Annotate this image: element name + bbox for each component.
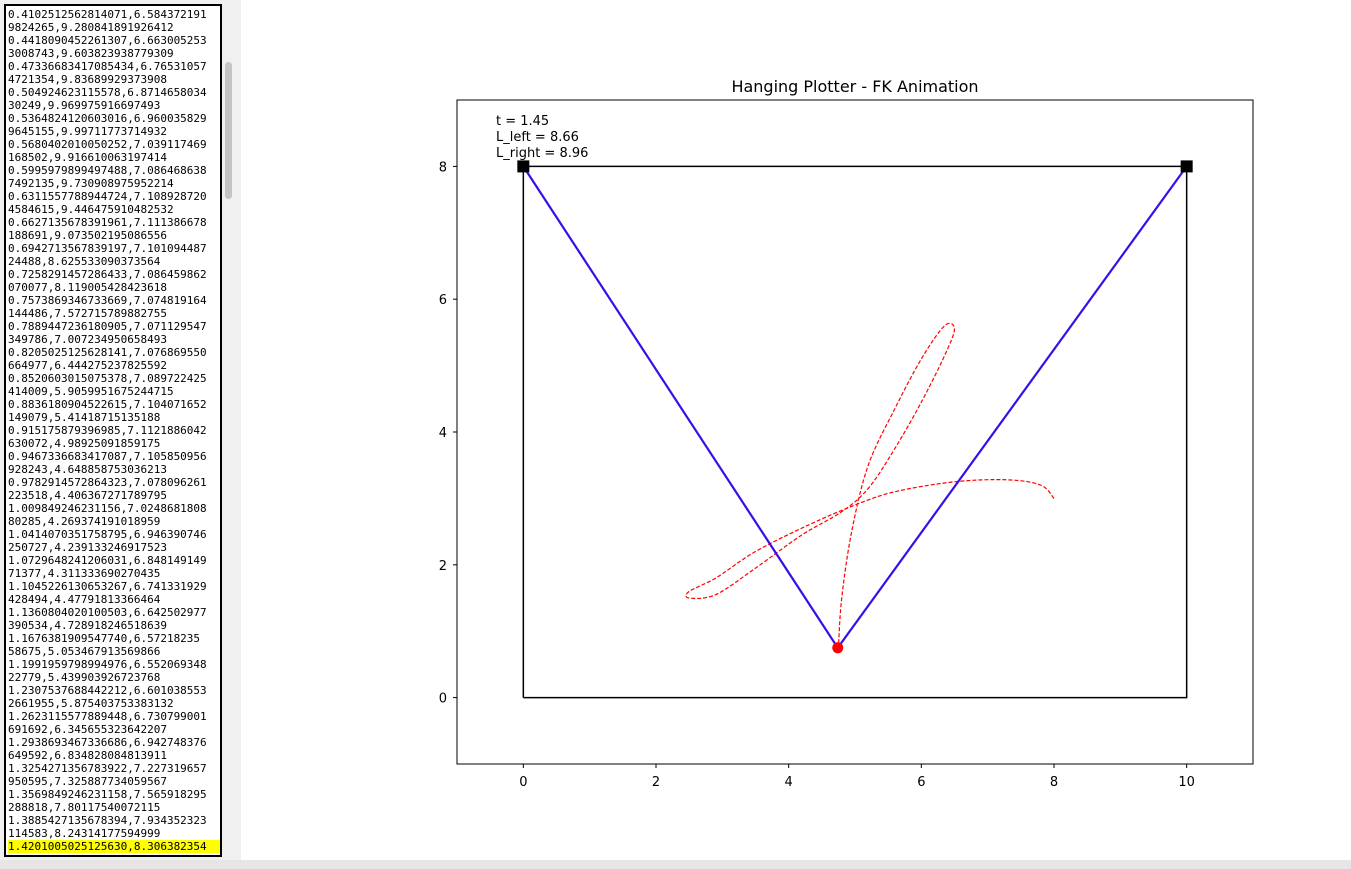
list-item[interactable]: 0.7889447236180905,7.071129547 [8,320,207,333]
x-tick-label: 6 [917,775,925,790]
list-item[interactable]: 0.915175879396985,7.1121886042 [8,424,207,437]
list-item[interactable]: 649592,6.834828084813911 [8,749,167,762]
axes-frame [456,99,1254,765]
list-item[interactable]: 0.6627135678391961,7.111386678 [8,216,207,229]
chart-title: Hanging Plotter - FK Animation [731,77,978,96]
list-item[interactable]: 414009,5.9059951675244715 [8,385,174,398]
list-item[interactable]: 1.3254271356783922,7.227319657 [8,762,207,775]
y-tick-label: 0 [439,692,447,707]
fk-animation-plot: Hanging Plotter - FK Animation 0 2 4 6 8 10 0 2 4… [439,77,1254,790]
list-item[interactable]: 0.6311557788944724,7.108928720 [8,190,207,203]
list-item[interactable]: 188691,9.073502195086556 [8,229,167,242]
list-item[interactable]: 9824265,9.280841891926412 [8,21,174,34]
list-item[interactable]: 428494,4.47791813366464 [8,593,161,606]
x-tick-label: 2 [652,775,660,790]
list-item[interactable]: 0.8836180904522615,7.104071652 [8,398,207,411]
list-item[interactable]: 4584615,9.446475910482532 [8,203,174,216]
list-item[interactable]: 168502,9.916610063197414 [8,151,167,164]
trajectory-line [685,322,1055,648]
list-item[interactable]: 630072,4.98925091859175 [8,437,161,450]
list-item[interactable]: 664977,6.444275237825592 [8,359,167,372]
y-tick-label: 8 [439,160,447,175]
x-tick-label: 8 [1050,775,1058,790]
list-item-selected[interactable]: 1.4201005025125630,8.306382354 [8,840,220,853]
list-item[interactable]: 0.5364824120603016,6.960035829 [8,112,207,125]
list-item[interactable]: 30249,9.969975916697493 [8,99,161,112]
x-tick-label: 10 [1178,775,1195,790]
list-item[interactable]: 1.0729648241206031,6.848149149 [8,554,207,567]
list-item[interactable]: 0.7573869346733669,7.074819164 [8,294,207,307]
annotation-text: L_right = 8.96 [496,146,588,161]
list-item[interactable]: 1.3569849246231158,7.565918295 [8,788,207,801]
list-item[interactable]: 1.1676381909547740,6.57218235 [8,632,201,645]
list-item[interactable]: 1.1991959798994976,6.552069348 [8,658,207,671]
list-item[interactable]: 0.47336683417085434,6.76531057 [8,60,207,73]
list-item[interactable]: 250727,4.239133246917523 [8,541,167,554]
list-item[interactable]: 070077,8.119005428423618 [8,281,167,294]
list-item[interactable]: 4721354,9.83689929373908 [8,73,167,86]
y-tick-label: 2 [439,559,447,574]
horizontal-scrollbar[interactable] [0,860,1351,869]
list-item[interactable]: 144486,7.572715789882755 [8,307,167,320]
list-item[interactable]: 0.5680402010050252,7.039117469 [8,138,207,151]
list-item[interactable]: 0.7258291457286433,7.086459862 [8,268,207,281]
list-item[interactable]: 1.2938693467336686,6.942748376 [8,736,207,749]
list-item[interactable]: 7492135,9.730908975952214 [8,177,174,190]
x-tick-label: 4 [785,775,793,790]
list-item[interactable]: 950595,7.325887734059567 [8,775,167,788]
annotation-text: L_left = 8.66 [496,130,579,145]
list-item[interactable]: 0.8205025125628141,7.076869550 [8,346,207,359]
plot-canvas: Hanging Plotter - FK Animation 0 2 4 6 8 10 0 2 4… [241,0,1351,860]
list-item[interactable]: 0.5995979899497488,7.086468638 [8,164,207,177]
list-item[interactable]: 2661955,5.875403753383132 [8,697,174,710]
anchor-marker [1180,160,1193,173]
list-item[interactable]: 691692,6.345655323642207 [8,723,167,736]
anchor-marker [517,160,530,173]
list-item[interactable]: 24488,8.625533090373564 [8,255,161,268]
y-tick-label: 4 [439,426,447,441]
list-item[interactable]: 1.1045226130653267,6.741331929 [8,580,207,593]
data-listbox[interactable]: 0.4102512562814071,6.584372191 9824265,9.… [4,4,222,857]
list-item[interactable]: 0.4418090452261307,6.663005253 [8,34,207,47]
list-item[interactable]: 0.9782914572864323,7.078096261 [8,476,207,489]
list-item[interactable]: 0.8520603015075378,7.089722425 [8,372,207,385]
list-item[interactable]: 9645155,9.99711773714932 [8,125,167,138]
list-item[interactable]: 0.504924623115578,6.8714658034 [8,86,207,99]
list-item[interactable]: 1.2307537688442212,6.601038553 [8,684,207,697]
list-item[interactable]: 1.2623115577889448,6.730799001 [8,710,207,723]
list-item[interactable]: 3008743,9.603823938779309 [8,47,174,60]
list-item[interactable]: 58675,5.053467913569866 [8,645,161,658]
list-item[interactable]: 288818,7.80117540072115 [8,801,161,814]
data-list-panel: 0.4102512562814071,6.584372191 9824265,9.… [0,0,240,860]
list-item[interactable]: 349786,7.007234950658493 [8,333,167,346]
vertical-scrollbar[interactable] [222,4,234,856]
list-item[interactable]: 71377,4.311333690270435 [8,567,161,580]
list-item[interactable]: 0.6942713567839197,7.101094487 [8,242,207,255]
string-lines [522,165,1188,650]
annotation-text: t = 1.45 [496,114,549,129]
list-item[interactable]: 149079,5.41418715135188 [8,411,161,424]
list-item[interactable]: 1.3885427135678394,7.934352323 [8,814,207,827]
y-tick-label: 6 [439,293,447,308]
x-tick-label: 0 [519,775,527,790]
list-item[interactable]: 1.0414070351758795,6.946390746 [8,528,207,541]
list-item[interactable]: 0.9467336683417087,7.105850956 [8,450,207,463]
list-item[interactable]: 1.009849246231156,7.0248681808 [8,502,207,515]
list-item[interactable]: 223518,4.406367271789795 [8,489,167,502]
list-item[interactable]: 390534,4.728918246518639 [8,619,167,632]
scrollbar-thumb[interactable] [225,62,232,199]
frame-line [522,165,1188,699]
list-item[interactable]: 114583,8.24314177594999 [8,827,161,840]
list-item[interactable]: 80285,4.269374191018959 [8,515,161,528]
pen-marker [832,642,844,654]
list-item[interactable]: 928243,4.648858753036213 [8,463,167,476]
list-item[interactable]: 0.4102512562814071,6.584372191 [8,8,207,21]
list-item[interactable]: 22779,5.439903926723768 [8,671,161,684]
data-lines: 0.4102512562814071,6.584372191 9824265,9.… [8,8,220,853]
list-item[interactable]: 1.1360804020100503,6.642502977 [8,606,207,619]
